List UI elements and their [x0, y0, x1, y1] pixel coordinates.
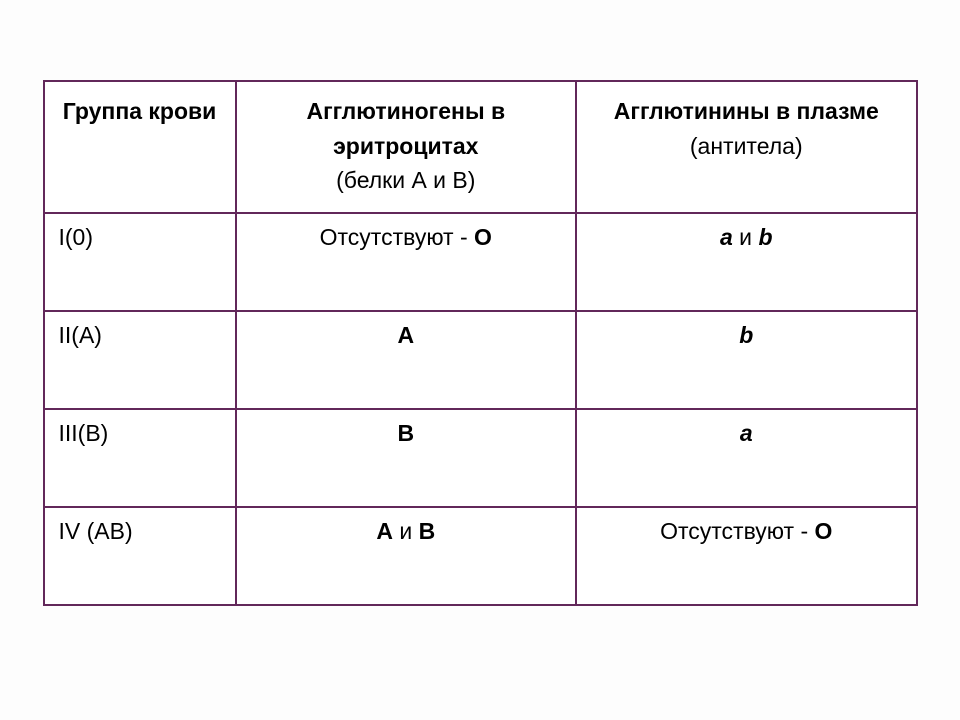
header-agglutinogens: Агглютиногены в эритроцитах (белки А и В…: [236, 81, 576, 213]
agglutinogens-plain: Отсутствуют -: [320, 224, 474, 250]
agglutinogens-bold: В: [397, 420, 414, 446]
cell-agglutinogens: А: [236, 311, 576, 409]
cell-group: I(0): [44, 213, 236, 311]
header-agglutinins-sub: (антитела): [690, 133, 803, 159]
blood-group-table: Группа крови Агглютиногены в эритроцитах…: [43, 80, 918, 606]
table-row: II(A) А b: [44, 311, 917, 409]
group-label: II(A): [59, 322, 102, 348]
blood-group-table-container: Группа крови Агглютиногены в эритроцитах…: [43, 80, 918, 606]
cell-agglutinogens: А и В: [236, 507, 576, 605]
header-group: Группа крови: [44, 81, 236, 213]
header-agglutinogens-bold: Агглютиногены в эритроцитах: [306, 98, 505, 159]
header-agglutinogens-sub: (белки А и В): [336, 167, 475, 193]
cell-group: III(B): [44, 409, 236, 507]
cell-agglutinogens: Отсутствуют - О: [236, 213, 576, 311]
table-row: I(0) Отсутствуют - О a и b: [44, 213, 917, 311]
table-header-row: Группа крови Агглютиногены в эритроцитах…: [44, 81, 917, 213]
agglutinins-b: b: [739, 322, 753, 348]
cell-group: II(A): [44, 311, 236, 409]
cell-agglutinogens: В: [236, 409, 576, 507]
cell-agglutinins: Отсутствуют - О: [576, 507, 916, 605]
header-agglutinins: Агглютинины в плазме (антитела): [576, 81, 916, 213]
agglutinogens-bold: О: [474, 224, 492, 250]
agglutinins-b: b: [758, 224, 772, 250]
group-label: III(B): [59, 420, 109, 446]
group-label: I(0): [59, 224, 94, 250]
table-row: IV (AB) А и В Отсутствуют - О: [44, 507, 917, 605]
group-label: IV (AB): [59, 518, 133, 544]
cell-agglutinins: b: [576, 311, 916, 409]
header-group-text: Группа крови: [63, 98, 217, 124]
agglutinins-a: a: [720, 224, 733, 250]
agglutinins-plain: Отсутствуют -: [660, 518, 814, 544]
table-row: III(B) В a: [44, 409, 917, 507]
agglutinins-conj: и: [733, 224, 759, 250]
cell-agglutinins: a и b: [576, 213, 916, 311]
header-agglutinins-bold: Агглютинины в плазме: [614, 98, 879, 124]
agglutinins-bold: О: [815, 518, 833, 544]
cell-group: IV (AB): [44, 507, 236, 605]
agglutinins-a: a: [740, 420, 753, 446]
agglutinogens-a: А: [376, 518, 393, 544]
cell-agglutinins: a: [576, 409, 916, 507]
agglutinogens-bold: А: [397, 322, 414, 348]
agglutinogens-conj: и: [393, 518, 419, 544]
agglutinogens-b: В: [419, 518, 436, 544]
